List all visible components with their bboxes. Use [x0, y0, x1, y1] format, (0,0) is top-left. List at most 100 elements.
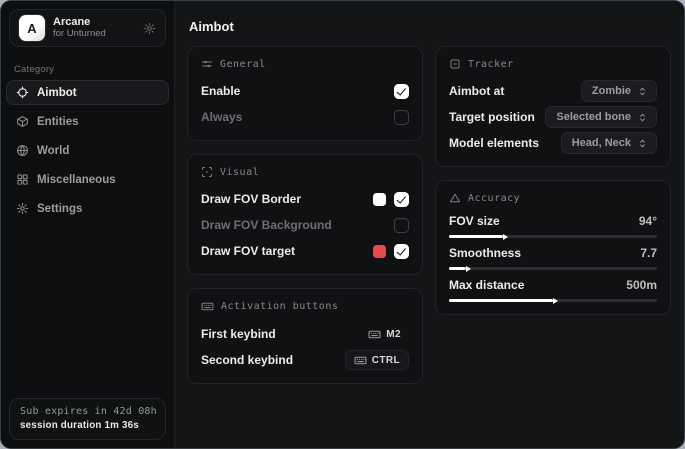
general-card: General Enable Always — [187, 46, 423, 141]
card-title: Visual — [220, 166, 260, 178]
sidebar-item-miscellaneous[interactable]: Miscellaneous — [6, 167, 169, 192]
grid-icon — [16, 173, 29, 186]
triangle-icon — [449, 192, 461, 204]
chevron-up-down-icon — [637, 138, 648, 149]
keyboard-icon — [201, 300, 214, 313]
max-distance-value: 500m — [626, 278, 657, 292]
setting-row-max-distance: Max distance 500m — [449, 278, 657, 302]
first-keybind-button[interactable]: M2 — [360, 325, 409, 343]
card-title: General — [220, 58, 266, 70]
tracker-card: Tracker Aimbot at Zombie — [435, 46, 671, 167]
enable-checkbox[interactable] — [394, 83, 409, 99]
dropdown-value: Selected bone — [556, 111, 631, 123]
right-column: Tracker Aimbot at Zombie — [435, 46, 671, 315]
row-label: Enable — [201, 84, 241, 98]
row-label: FOV size — [449, 214, 500, 228]
fov-size-slider[interactable] — [449, 235, 657, 238]
square-minus-icon — [449, 58, 461, 70]
fov-background-checkbox[interactable] — [394, 217, 409, 233]
sliders-icon — [201, 58, 213, 70]
setting-row-fov-target: Draw FOV target — [201, 240, 409, 262]
card-title: Activation buttons — [221, 301, 339, 312]
setting-row-fov-background: Draw FOV Background — [201, 214, 409, 236]
smoothness-value: 7.7 — [640, 246, 657, 260]
always-checkbox[interactable] — [394, 109, 409, 125]
setting-row-smoothness: Smoothness 7.7 — [449, 246, 657, 270]
sidebar-item-label: Aimbot — [37, 86, 77, 99]
sub-expiry-text: Sub expires in 42d 08h — [20, 406, 157, 417]
visual-card: Visual Draw FOV Border Draw FOV Backgrou… — [187, 154, 423, 275]
max-distance-slider[interactable] — [449, 299, 657, 302]
setting-row-model-elements: Model elements Head, Neck — [449, 132, 657, 154]
sidebar-item-label: Settings — [37, 202, 83, 215]
accuracy-card: Accuracy FOV size 94° Smoothness 7.7 — [435, 180, 671, 315]
row-label: Max distance — [449, 278, 525, 292]
fov-border-checkbox[interactable] — [394, 191, 409, 207]
dropdown-value: Head, Neck — [571, 137, 631, 149]
card-title: Tracker — [468, 58, 514, 70]
activation-card: Activation buttons First keybind — [187, 288, 423, 384]
second-keybind-button[interactable]: CTRL — [344, 350, 409, 370]
session-duration-text: session duration 1m 36s — [20, 420, 139, 431]
page-title: Aimbot — [189, 19, 234, 34]
row-label: Draw FOV Border — [201, 192, 302, 206]
sidebar-item-label: Miscellaneous — [37, 173, 116, 186]
brand-subtitle: for Unturned — [53, 27, 106, 39]
gear-icon — [16, 202, 29, 215]
cube-icon — [16, 115, 29, 128]
setting-row-aimbot-at: Aimbot at Zombie — [449, 80, 657, 102]
fov-target-checkbox[interactable] — [394, 243, 409, 259]
sidebar-item-settings[interactable]: Settings — [6, 196, 169, 221]
dropdown-value: Zombie — [591, 85, 631, 97]
chevron-up-down-icon — [637, 112, 648, 123]
gear-icon[interactable] — [143, 22, 156, 35]
setting-row-target-position: Target position Selected bone — [449, 106, 657, 128]
chevron-up-down-icon — [637, 86, 648, 97]
row-label: Target position — [449, 110, 535, 124]
subscription-status: Sub expires in 42d 08h session duration … — [9, 398, 166, 440]
setting-row-fov-border: Draw FOV Border — [201, 188, 409, 210]
category-label: Category — [14, 64, 55, 75]
setting-row-fov-size: FOV size 94° — [449, 214, 657, 238]
setting-row-first-keybind: First keybind M2 — [201, 323, 409, 345]
main-content: Aimbot General — [175, 1, 684, 448]
app-logo: A — [19, 15, 45, 41]
setting-row-enable: Enable — [201, 80, 409, 102]
row-label: Smoothness — [449, 246, 522, 260]
row-label: First keybind — [201, 327, 276, 341]
sidebar-item-entities[interactable]: Entities — [6, 109, 169, 134]
smoothness-slider[interactable] — [449, 267, 657, 270]
aimbot-at-dropdown[interactable]: Zombie — [580, 80, 657, 102]
setting-row-second-keybind: Second keybind CTRL — [201, 349, 409, 371]
fov-target-color-swatch[interactable] — [373, 244, 386, 258]
card-title: Accuracy — [468, 192, 521, 204]
keybind-value: CTRL — [371, 354, 400, 366]
keybind-value: M2 — [386, 328, 401, 340]
keyboard-icon — [354, 354, 367, 367]
sidebar-item-label: World — [37, 144, 70, 157]
globe-icon — [16, 144, 29, 157]
row-label: Draw FOV Background — [201, 218, 332, 232]
model-elements-dropdown[interactable]: Head, Neck — [560, 132, 657, 154]
setting-row-always: Always — [201, 106, 409, 128]
sidebar: A Arcane for Unturned Category — [1, 1, 175, 448]
fov-size-value: 94° — [638, 214, 657, 228]
brand-card: A Arcane for Unturned — [9, 9, 166, 47]
left-column: General Enable Always — [187, 46, 423, 384]
fov-border-color-swatch[interactable] — [373, 192, 386, 206]
brand-name: Arcane — [53, 16, 91, 29]
sidebar-item-label: Entities — [37, 115, 79, 128]
row-label: Always — [201, 110, 243, 124]
sidebar-nav: Aimbot Entities World — [1, 80, 174, 225]
sidebar-item-aimbot[interactable]: Aimbot — [6, 80, 169, 105]
scan-icon — [201, 166, 213, 178]
target-position-dropdown[interactable]: Selected bone — [545, 106, 657, 128]
sidebar-item-world[interactable]: World — [6, 138, 169, 163]
keyboard-icon — [368, 328, 381, 341]
row-label: Aimbot at — [449, 84, 505, 98]
crosshair-icon — [16, 86, 29, 99]
row-label: Second keybind — [201, 353, 294, 367]
row-label: Draw FOV target — [201, 244, 296, 258]
row-label: Model elements — [449, 136, 540, 150]
